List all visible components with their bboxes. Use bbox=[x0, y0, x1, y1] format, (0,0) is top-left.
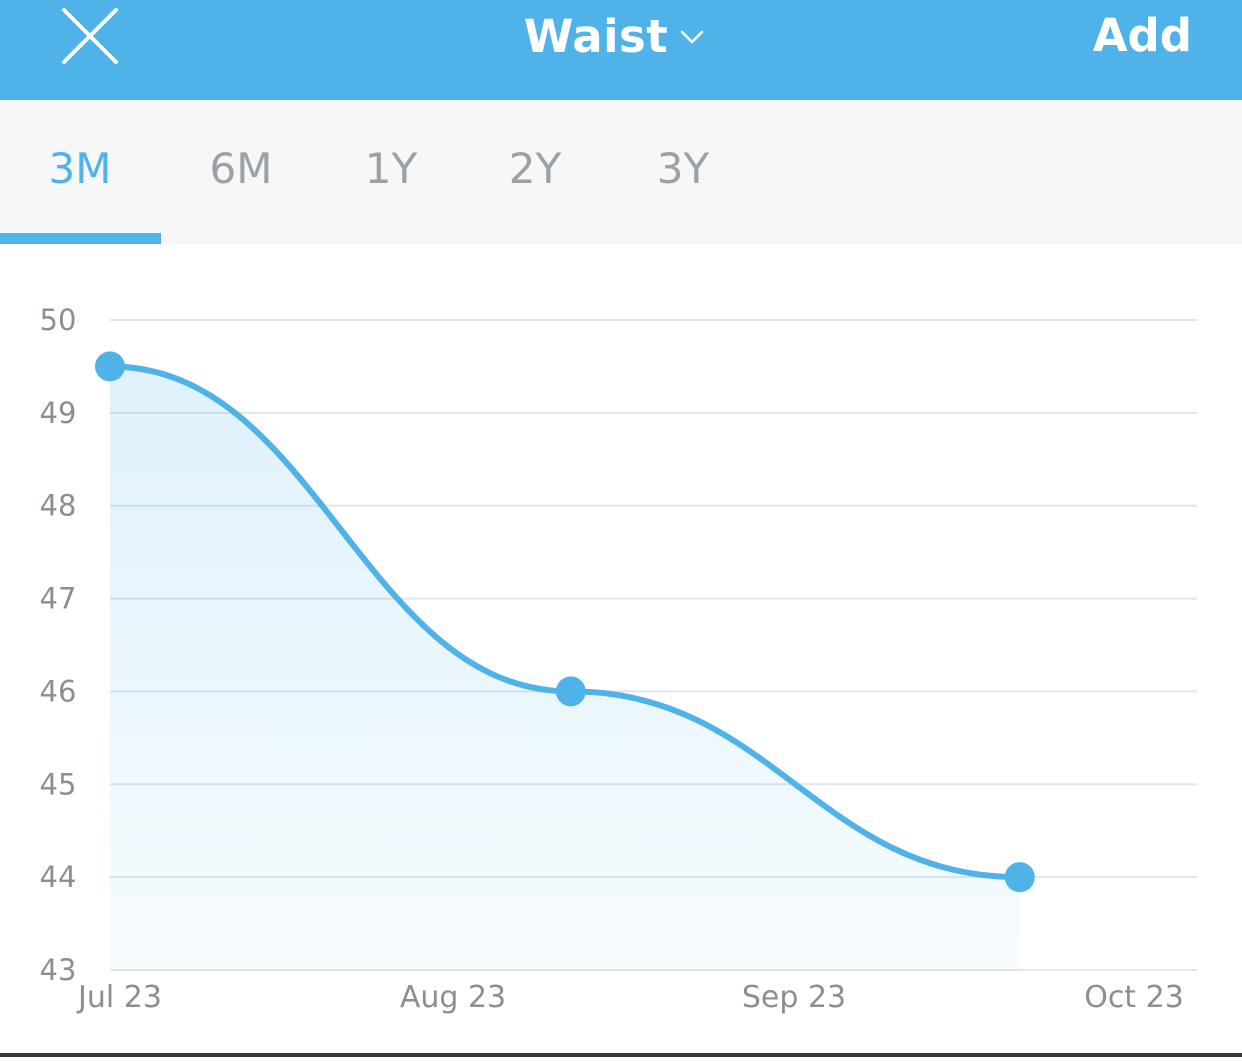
active-tab-indicator bbox=[0, 233, 161, 244]
y-tick-label: 43 bbox=[40, 953, 77, 987]
tab-6m[interactable]: 6M bbox=[209, 144, 273, 193]
data-point[interactable] bbox=[1004, 862, 1035, 893]
bottom-divider bbox=[0, 1053, 1242, 1057]
tab-3y[interactable]: 3Y bbox=[656, 144, 710, 193]
y-tick-label: 44 bbox=[40, 860, 77, 894]
y-tick-label: 48 bbox=[40, 489, 77, 523]
chart-area: 50 49 48 47 46 45 44 43 Jul 23 Aug 23 Sep 23 Oct 23 bbox=[0, 244, 1242, 1057]
range-tabs: 3M 6M 1Y 2Y 3Y bbox=[0, 100, 1242, 244]
tab-1y[interactable]: 1Y bbox=[364, 144, 418, 193]
series-area bbox=[110, 366, 1020, 970]
measurement-selector[interactable]: Waist bbox=[524, 10, 705, 63]
x-tick-label: Jul 23 bbox=[76, 980, 162, 1015]
tab-3m[interactable]: 3M bbox=[48, 144, 112, 193]
close-icon bbox=[62, 8, 118, 64]
data-point[interactable] bbox=[555, 676, 586, 707]
y-tick-label: 50 bbox=[40, 303, 77, 337]
y-tick-label: 46 bbox=[40, 674, 77, 708]
y-tick-label: 47 bbox=[40, 582, 77, 616]
x-tick-label: Aug 23 bbox=[400, 980, 506, 1015]
close-button[interactable] bbox=[58, 4, 122, 68]
chevron-down-icon bbox=[681, 30, 704, 44]
x-tick-label: Oct 23 bbox=[1084, 980, 1184, 1015]
add-button[interactable]: Add bbox=[1092, 9, 1192, 62]
y-tick-label: 45 bbox=[40, 767, 77, 801]
y-tick-label: 49 bbox=[40, 396, 77, 430]
tab-2y[interactable]: 2Y bbox=[508, 144, 562, 193]
x-tick-label: Sep 23 bbox=[742, 980, 846, 1015]
page-title: Waist bbox=[523, 9, 669, 63]
header-bar: Waist Add bbox=[0, 0, 1242, 100]
data-point[interactable] bbox=[95, 351, 125, 382]
